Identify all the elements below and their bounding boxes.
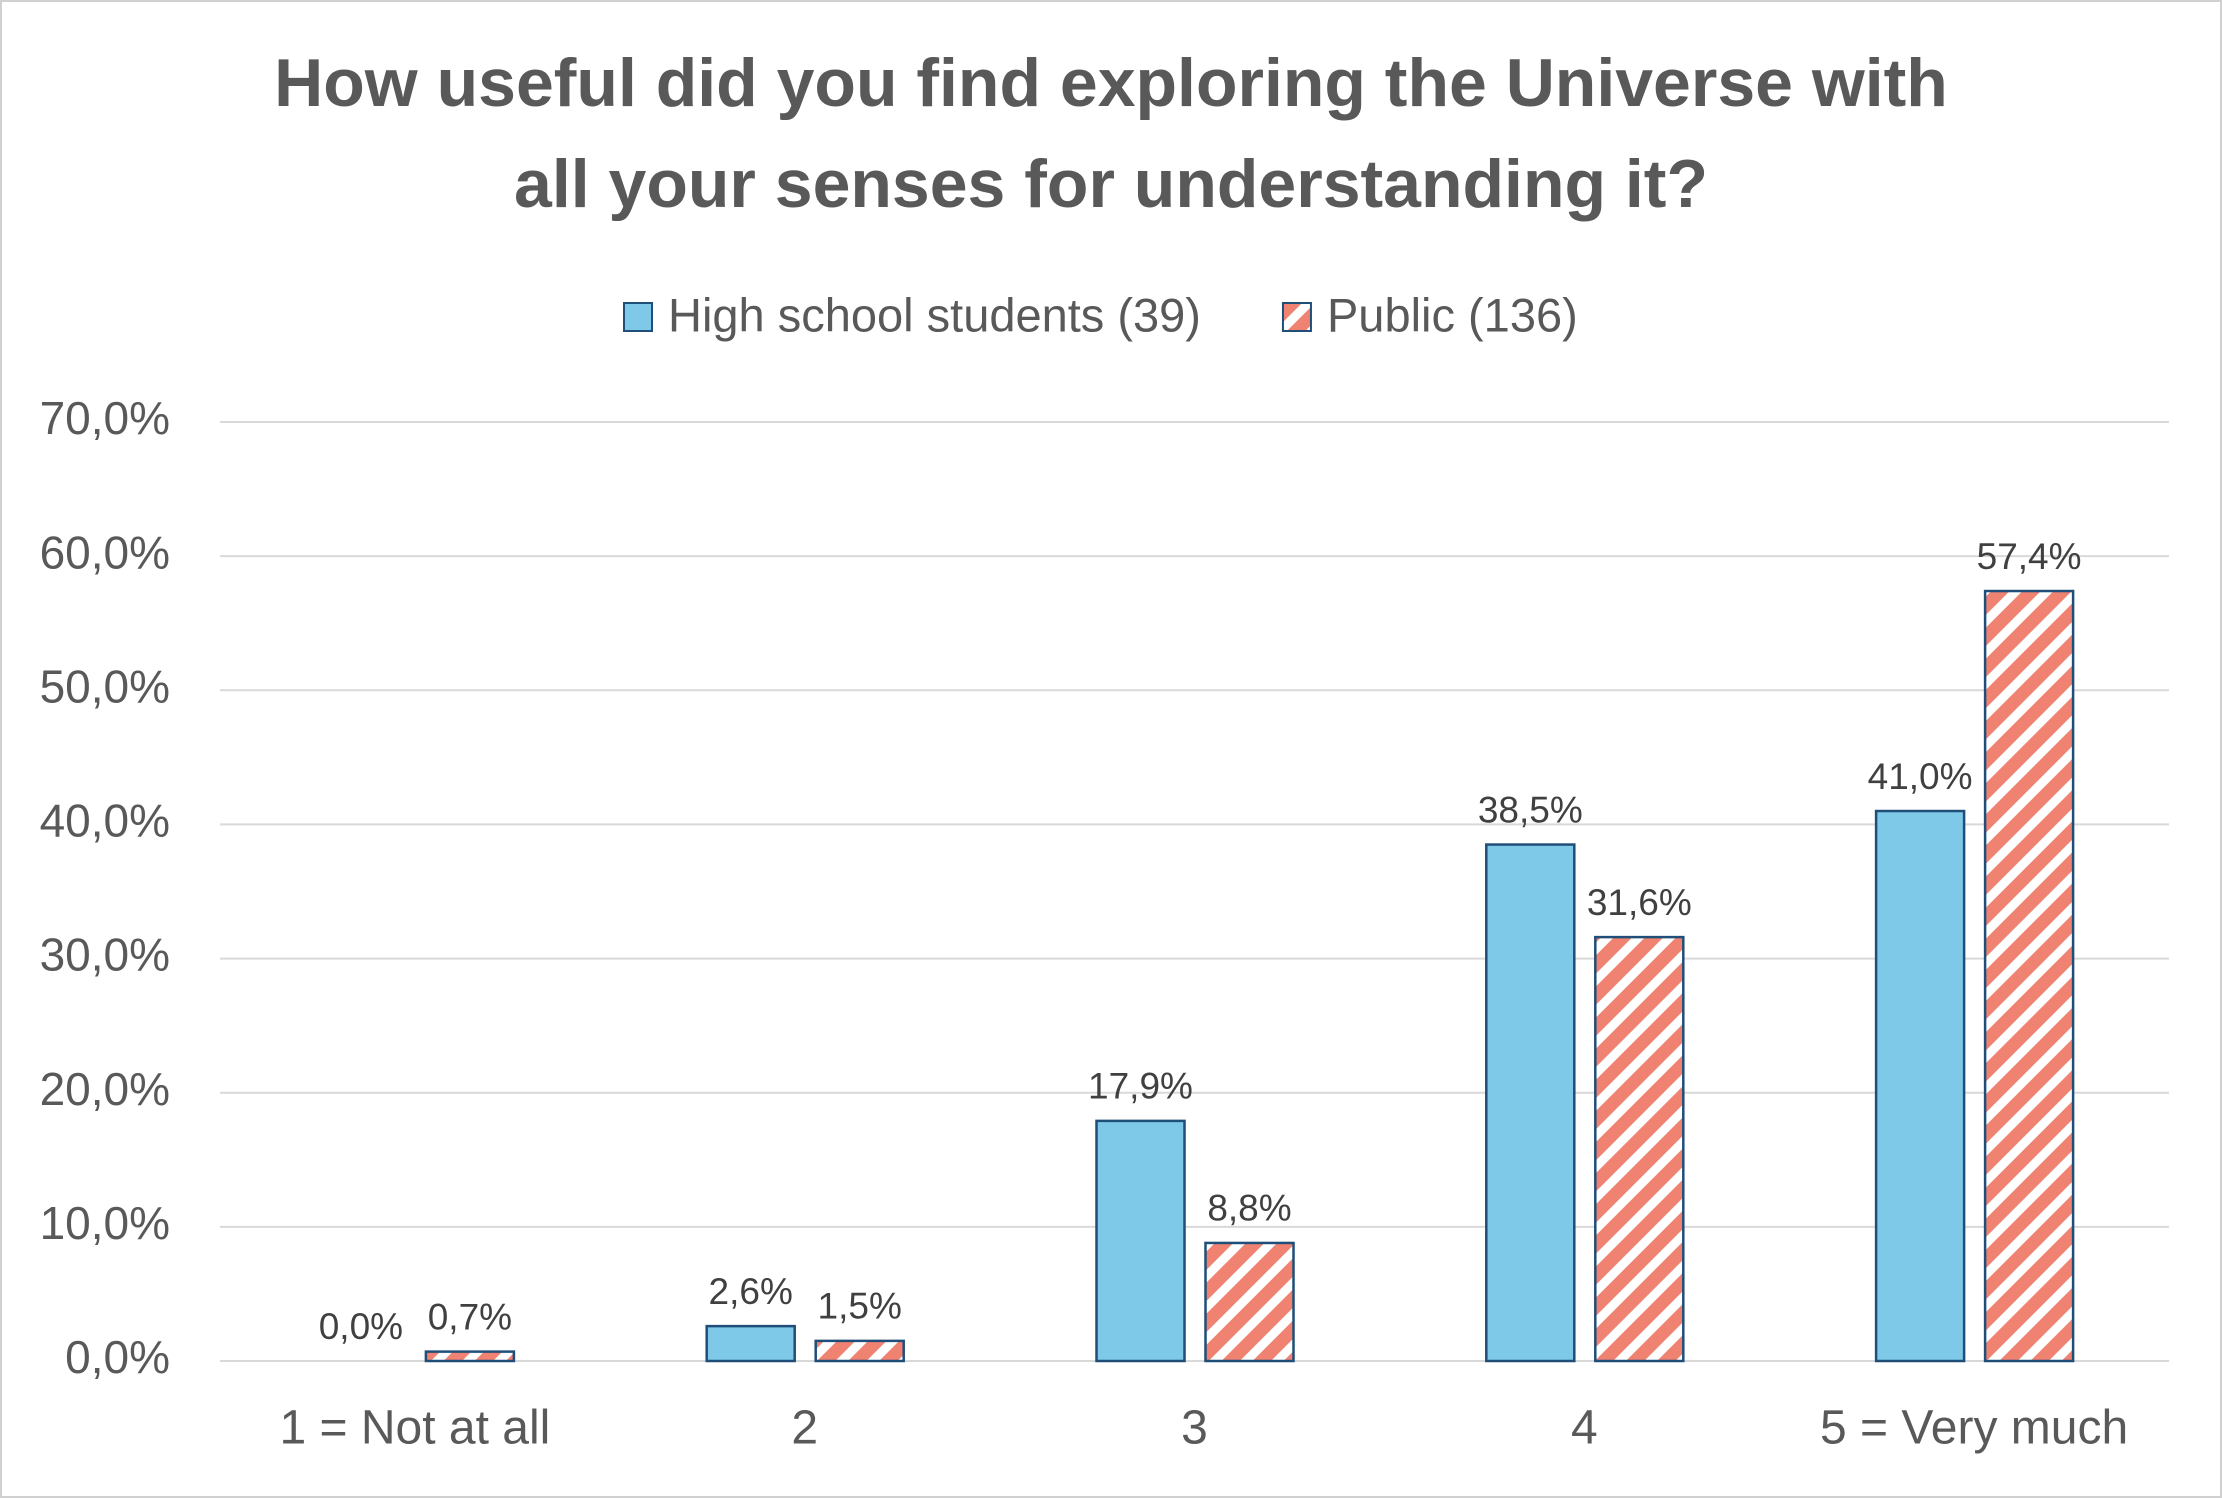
data-label: 1,5% (818, 1286, 902, 1327)
y-tick-label: 40,0% (40, 795, 170, 847)
data-label: 41,0% (1868, 756, 1973, 797)
legend-swatch (1281, 302, 1312, 332)
data-label: 17,9% (1088, 1066, 1193, 1107)
y-tick-label: 50,0% (40, 660, 170, 712)
y-tick-label: 60,0% (40, 526, 170, 578)
bar (1874, 809, 1966, 1363)
bar (1594, 935, 1685, 1363)
x-tick-label: 1 = Not at all (279, 1402, 550, 1455)
legend-swatch (623, 302, 653, 332)
legend-label: Public (136) (1327, 288, 1578, 341)
bar (1204, 1241, 1295, 1363)
data-label: 0,7% (428, 1296, 512, 1337)
x-tick-label: 2 (791, 1402, 818, 1455)
y-tick-label: 20,0% (40, 1063, 170, 1115)
bar (705, 1324, 796, 1363)
data-label: 0,0% (319, 1306, 403, 1347)
chart-title: How useful did you find exploring the Un… (274, 45, 1948, 121)
y-tick-label: 10,0% (40, 1197, 170, 1249)
data-label: 38,5% (1478, 789, 1583, 830)
data-label: 57,4% (1977, 536, 2082, 577)
x-tick-label: 3 (1181, 1402, 1208, 1455)
bar (1485, 843, 1576, 1363)
y-tick-label: 70,0% (40, 392, 170, 444)
bar (1095, 1119, 1186, 1363)
data-label: 31,6% (1587, 882, 1692, 923)
bar (424, 1350, 516, 1363)
data-label: 2,6% (709, 1271, 793, 1312)
bar (1983, 589, 2075, 1363)
legend-label: High school students (39) (668, 288, 1201, 341)
y-tick-label: 0,0% (65, 1331, 170, 1383)
bar (814, 1339, 905, 1363)
data-label: 8,8% (1207, 1188, 1291, 1229)
chart-title: all your senses for understanding it? (514, 146, 1708, 222)
x-tick-label: 5 = Very much (1820, 1402, 2128, 1455)
x-tick-label: 4 (1571, 1402, 1598, 1455)
y-tick-label: 30,0% (40, 929, 170, 981)
